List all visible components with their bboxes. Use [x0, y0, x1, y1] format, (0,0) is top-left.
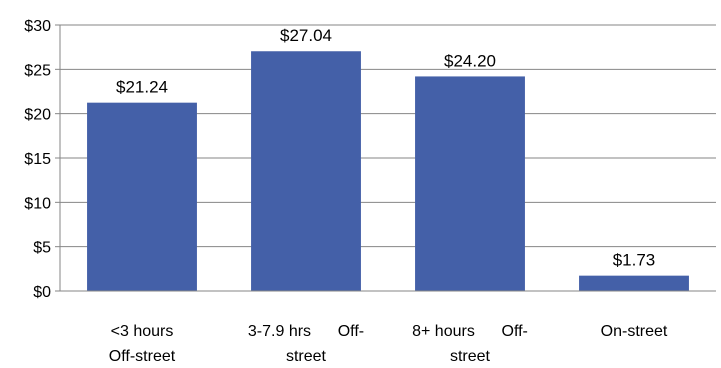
x-category-label: 8+ hours Off-street: [412, 323, 528, 365]
bar: [251, 51, 361, 292]
axes: [55, 24, 716, 292]
data-label: $21.24: [116, 78, 168, 97]
x-category-label-line: street: [450, 348, 491, 365]
data-label: $24.20: [444, 51, 496, 70]
y-tick-label: $10: [24, 195, 51, 212]
y-axis-tick-labels: $0 $5 $10 $15 $20 $25 $30: [24, 18, 51, 301]
x-category-label-line: 8+ hours Off-: [412, 323, 528, 340]
y-tick-label: $15: [24, 151, 51, 168]
data-label: $27.04: [280, 26, 332, 45]
y-tick-label: $25: [24, 62, 51, 79]
x-category-label: 3-7.9 hrs Off-street: [248, 323, 364, 365]
bar: [579, 275, 689, 291]
x-category-label-line: <3 hours: [111, 323, 174, 340]
x-category-label: On-street: [601, 323, 668, 340]
y-tick-label: $5: [33, 240, 51, 257]
x-category-label-line: street: [286, 348, 327, 365]
bar: [415, 76, 525, 291]
x-category-label-line: 3-7.9 hrs Off-: [248, 323, 364, 340]
bars: [87, 51, 689, 292]
x-category-label: <3 hours Off-street: [109, 323, 176, 365]
y-tick-label: $20: [24, 107, 51, 124]
x-category-label-line: Off-street: [109, 348, 176, 365]
y-tick-label: $0: [33, 284, 51, 301]
x-category-label-line: On-street: [601, 323, 668, 340]
data-labels: $21.24 $27.04 $24.20 $1.73: [116, 26, 655, 269]
bar: [87, 102, 197, 291]
data-label: $1.73: [613, 251, 656, 270]
y-tick-label: $30: [24, 18, 51, 35]
